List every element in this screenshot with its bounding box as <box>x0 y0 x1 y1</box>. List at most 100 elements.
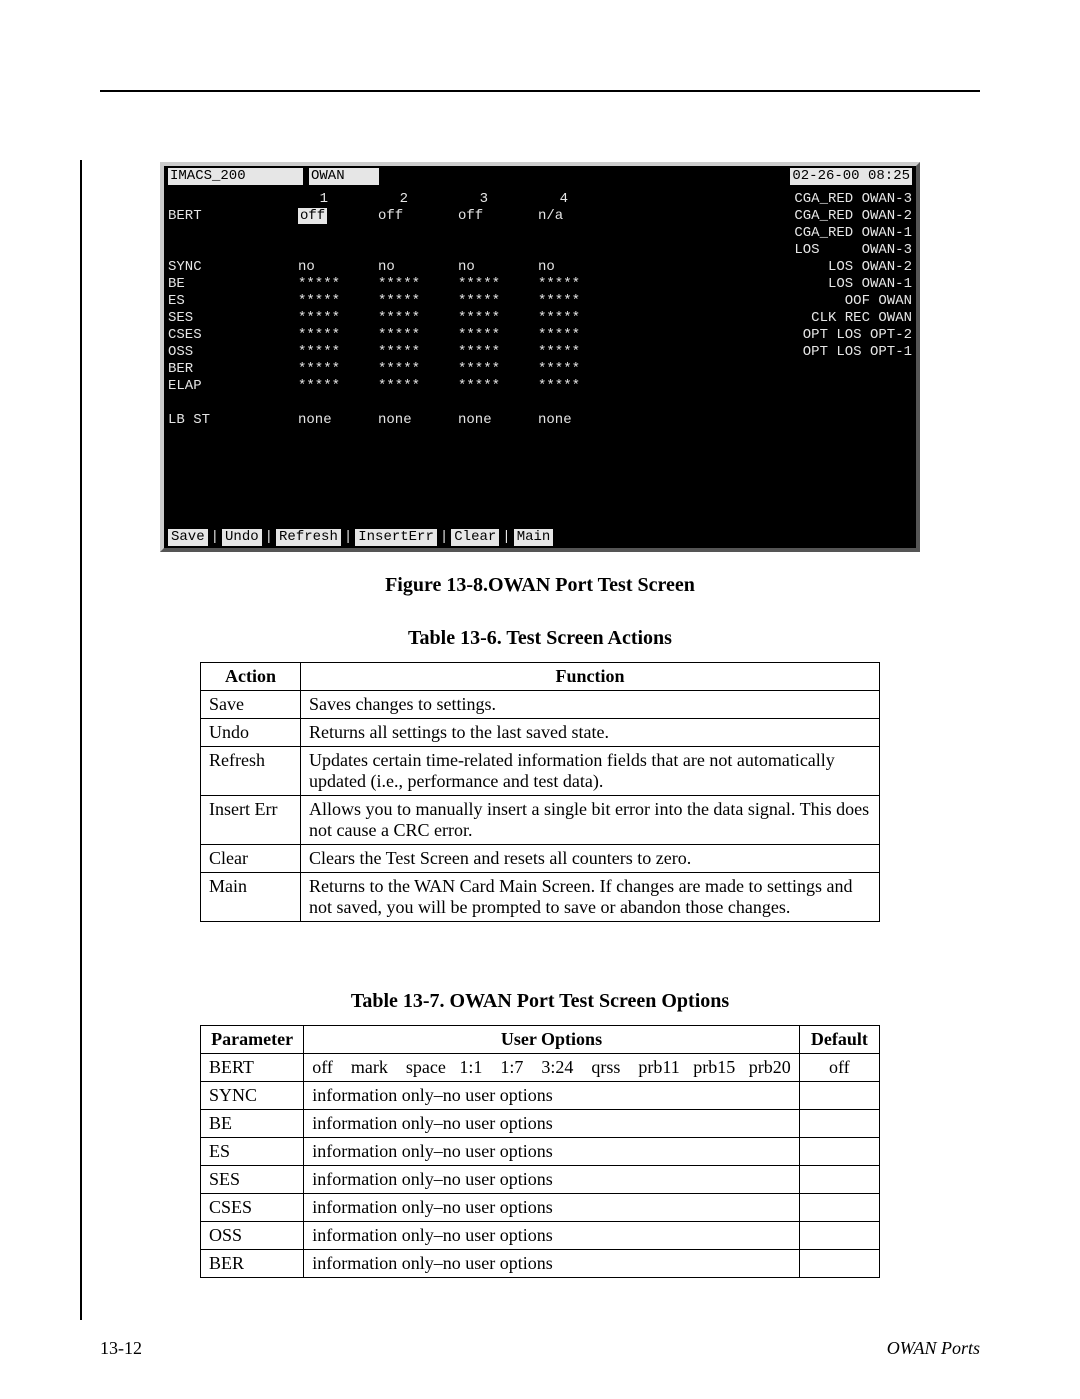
t6-function: Updates certain time-related information… <box>301 747 880 796</box>
t6-function: Allows you to manually insert a single b… <box>301 796 880 845</box>
page: IMACS_200 OWAN 02-26-00 08:25 1 2 3 4 CG… <box>0 0 1080 1399</box>
status-l: LOS <box>828 276 853 292</box>
t6-head-function: Function <box>301 663 880 691</box>
t7-options: information only–no user options <box>304 1250 799 1278</box>
status-r-3: OWAN-3 <box>862 242 912 258</box>
bert-val-2: off <box>378 208 458 225</box>
row-val: ***** <box>538 293 618 310</box>
term-data-row: ES********************OOF OWAN <box>168 293 912 310</box>
row-val: ***** <box>538 276 618 293</box>
row-val: ***** <box>458 378 538 395</box>
status-r: OWAN-1 <box>862 276 912 292</box>
row-val: ***** <box>378 327 458 344</box>
t7-default <box>799 1194 879 1222</box>
term-btn-save[interactable]: Save <box>168 529 208 546</box>
row-val: ***** <box>458 310 538 327</box>
t7-options: information only–no user options <box>304 1222 799 1250</box>
t7-options: information only–no user options <box>304 1110 799 1138</box>
t6-head-action: Action <box>201 663 301 691</box>
term-btn-inserterr[interactable]: InsertErr <box>355 529 437 546</box>
term-btn-main[interactable]: Main <box>514 529 554 546</box>
lbst-2: none <box>378 412 458 429</box>
term-port-numbers: 1 2 3 4 CGA_RED OWAN-3 <box>168 191 912 208</box>
t6-action: Clear <box>201 845 301 873</box>
row-label: ES <box>168 293 298 310</box>
t6-function: Saves changes to settings. <box>301 691 880 719</box>
term-header-right: 02-26-00 08:25 <box>790 168 912 185</box>
status-l-1: CGA_RED <box>794 208 853 224</box>
row-val: ***** <box>378 378 458 395</box>
term-btn-refresh[interactable]: Refresh <box>276 529 341 546</box>
table-13-7: Parameter User Options Default BERToff m… <box>200 1025 880 1278</box>
term-btn-undo[interactable]: Undo <box>222 529 262 546</box>
row-val: ***** <box>538 327 618 344</box>
t6-action: Main <box>201 873 301 922</box>
row-val: ***** <box>298 344 378 361</box>
term-data-row: BE********************LOS OWAN-1 <box>168 276 912 293</box>
table-row: BERinformation only–no user options <box>201 1250 880 1278</box>
bert-label: BERT <box>168 208 298 225</box>
page-footer: 13-12 OWAN Ports <box>100 1338 980 1359</box>
terminal-screenshot: IMACS_200 OWAN 02-26-00 08:25 1 2 3 4 CG… <box>160 162 920 552</box>
row-val: ***** <box>298 310 378 327</box>
t7-options: information only–no user options <box>304 1082 799 1110</box>
row-val: ***** <box>378 276 458 293</box>
status-r: OPT-1 <box>870 344 912 360</box>
t7-options: information only–no user options <box>304 1194 799 1222</box>
footer-title: OWAN Ports <box>887 1338 980 1359</box>
term-data-row: SES********************CLK REC OWAN <box>168 310 912 327</box>
t7-default <box>799 1250 879 1278</box>
t7-default <box>799 1166 879 1194</box>
status-r: OPT-2 <box>870 327 912 343</box>
row-val: ***** <box>378 344 458 361</box>
term-header-left: IMACS_200 <box>168 168 303 185</box>
t7-options: information only–no user options <box>304 1166 799 1194</box>
term-data-rows: SYNCnonononoLOS OWAN-2BE****************… <box>168 259 912 395</box>
terminal: IMACS_200 OWAN 02-26-00 08:25 1 2 3 4 CG… <box>160 162 920 552</box>
port-num-2: 2 <box>378 191 458 208</box>
t7-default <box>799 1082 879 1110</box>
row-label: BER <box>168 361 298 378</box>
table-row: Action Function <box>201 663 880 691</box>
t7-param: CSES <box>201 1194 304 1222</box>
table7-caption: Table 13-7. OWAN Port Test Screen Option… <box>100 990 980 1013</box>
term-bert-row: BERT off off off n/a CGA_RED OWAN-2 <box>168 208 912 225</box>
row-label: ELAP <box>168 378 298 395</box>
table-row: RefreshUpdates certain time-related info… <box>201 747 880 796</box>
t7-param: SYNC <box>201 1082 304 1110</box>
row-val: ***** <box>298 293 378 310</box>
table-row: Insert ErrAllows you to manually insert … <box>201 796 880 845</box>
status-l: OPT LOS <box>803 344 862 360</box>
row-val: no <box>378 259 458 276</box>
t7-param: BERT <box>201 1054 304 1082</box>
table-row: SESinformation only–no user options <box>201 1166 880 1194</box>
term-data-row: SYNCnonononoLOS OWAN-2 <box>168 259 912 276</box>
port-num-4: 4 <box>538 191 618 208</box>
t6-function: Returns to the WAN Card Main Screen. If … <box>301 873 880 922</box>
status-l: OPT LOS <box>803 327 862 343</box>
t6-action: Save <box>201 691 301 719</box>
table-row: SYNCinformation only–no user options <box>201 1082 880 1110</box>
t7-default: off <box>799 1054 879 1082</box>
lbst-3: none <box>458 412 538 429</box>
t7-options: information only–no user options <box>304 1138 799 1166</box>
table-row: Parameter User Options Default <box>201 1026 880 1054</box>
figure-caption: Figure 13-8.OWAN Port Test Screen <box>100 574 980 597</box>
row-val: ***** <box>298 327 378 344</box>
status-r: OWAN <box>878 310 912 326</box>
lbst-4: none <box>538 412 618 429</box>
term-btn-clear[interactable]: Clear <box>451 529 499 546</box>
t7-default <box>799 1138 879 1166</box>
t6-function: Clears the Test Screen and resets all co… <box>301 845 880 873</box>
row-val: ***** <box>458 293 538 310</box>
table-row: ClearClears the Test Screen and resets a… <box>201 845 880 873</box>
row-val: ***** <box>298 276 378 293</box>
status-r: OWAN <box>878 293 912 309</box>
t7-options: off mark space 1:1 1:7 3:24 qrss prb11 p… <box>304 1054 799 1082</box>
t7-head-options: User Options <box>304 1026 799 1054</box>
term-data-row: BER******************** <box>168 361 912 378</box>
bert-val-1: off <box>298 208 327 224</box>
table-row: SaveSaves changes to settings. <box>201 691 880 719</box>
term-status-only-3: LOS OWAN-3 <box>168 242 912 259</box>
t6-action: Undo <box>201 719 301 747</box>
